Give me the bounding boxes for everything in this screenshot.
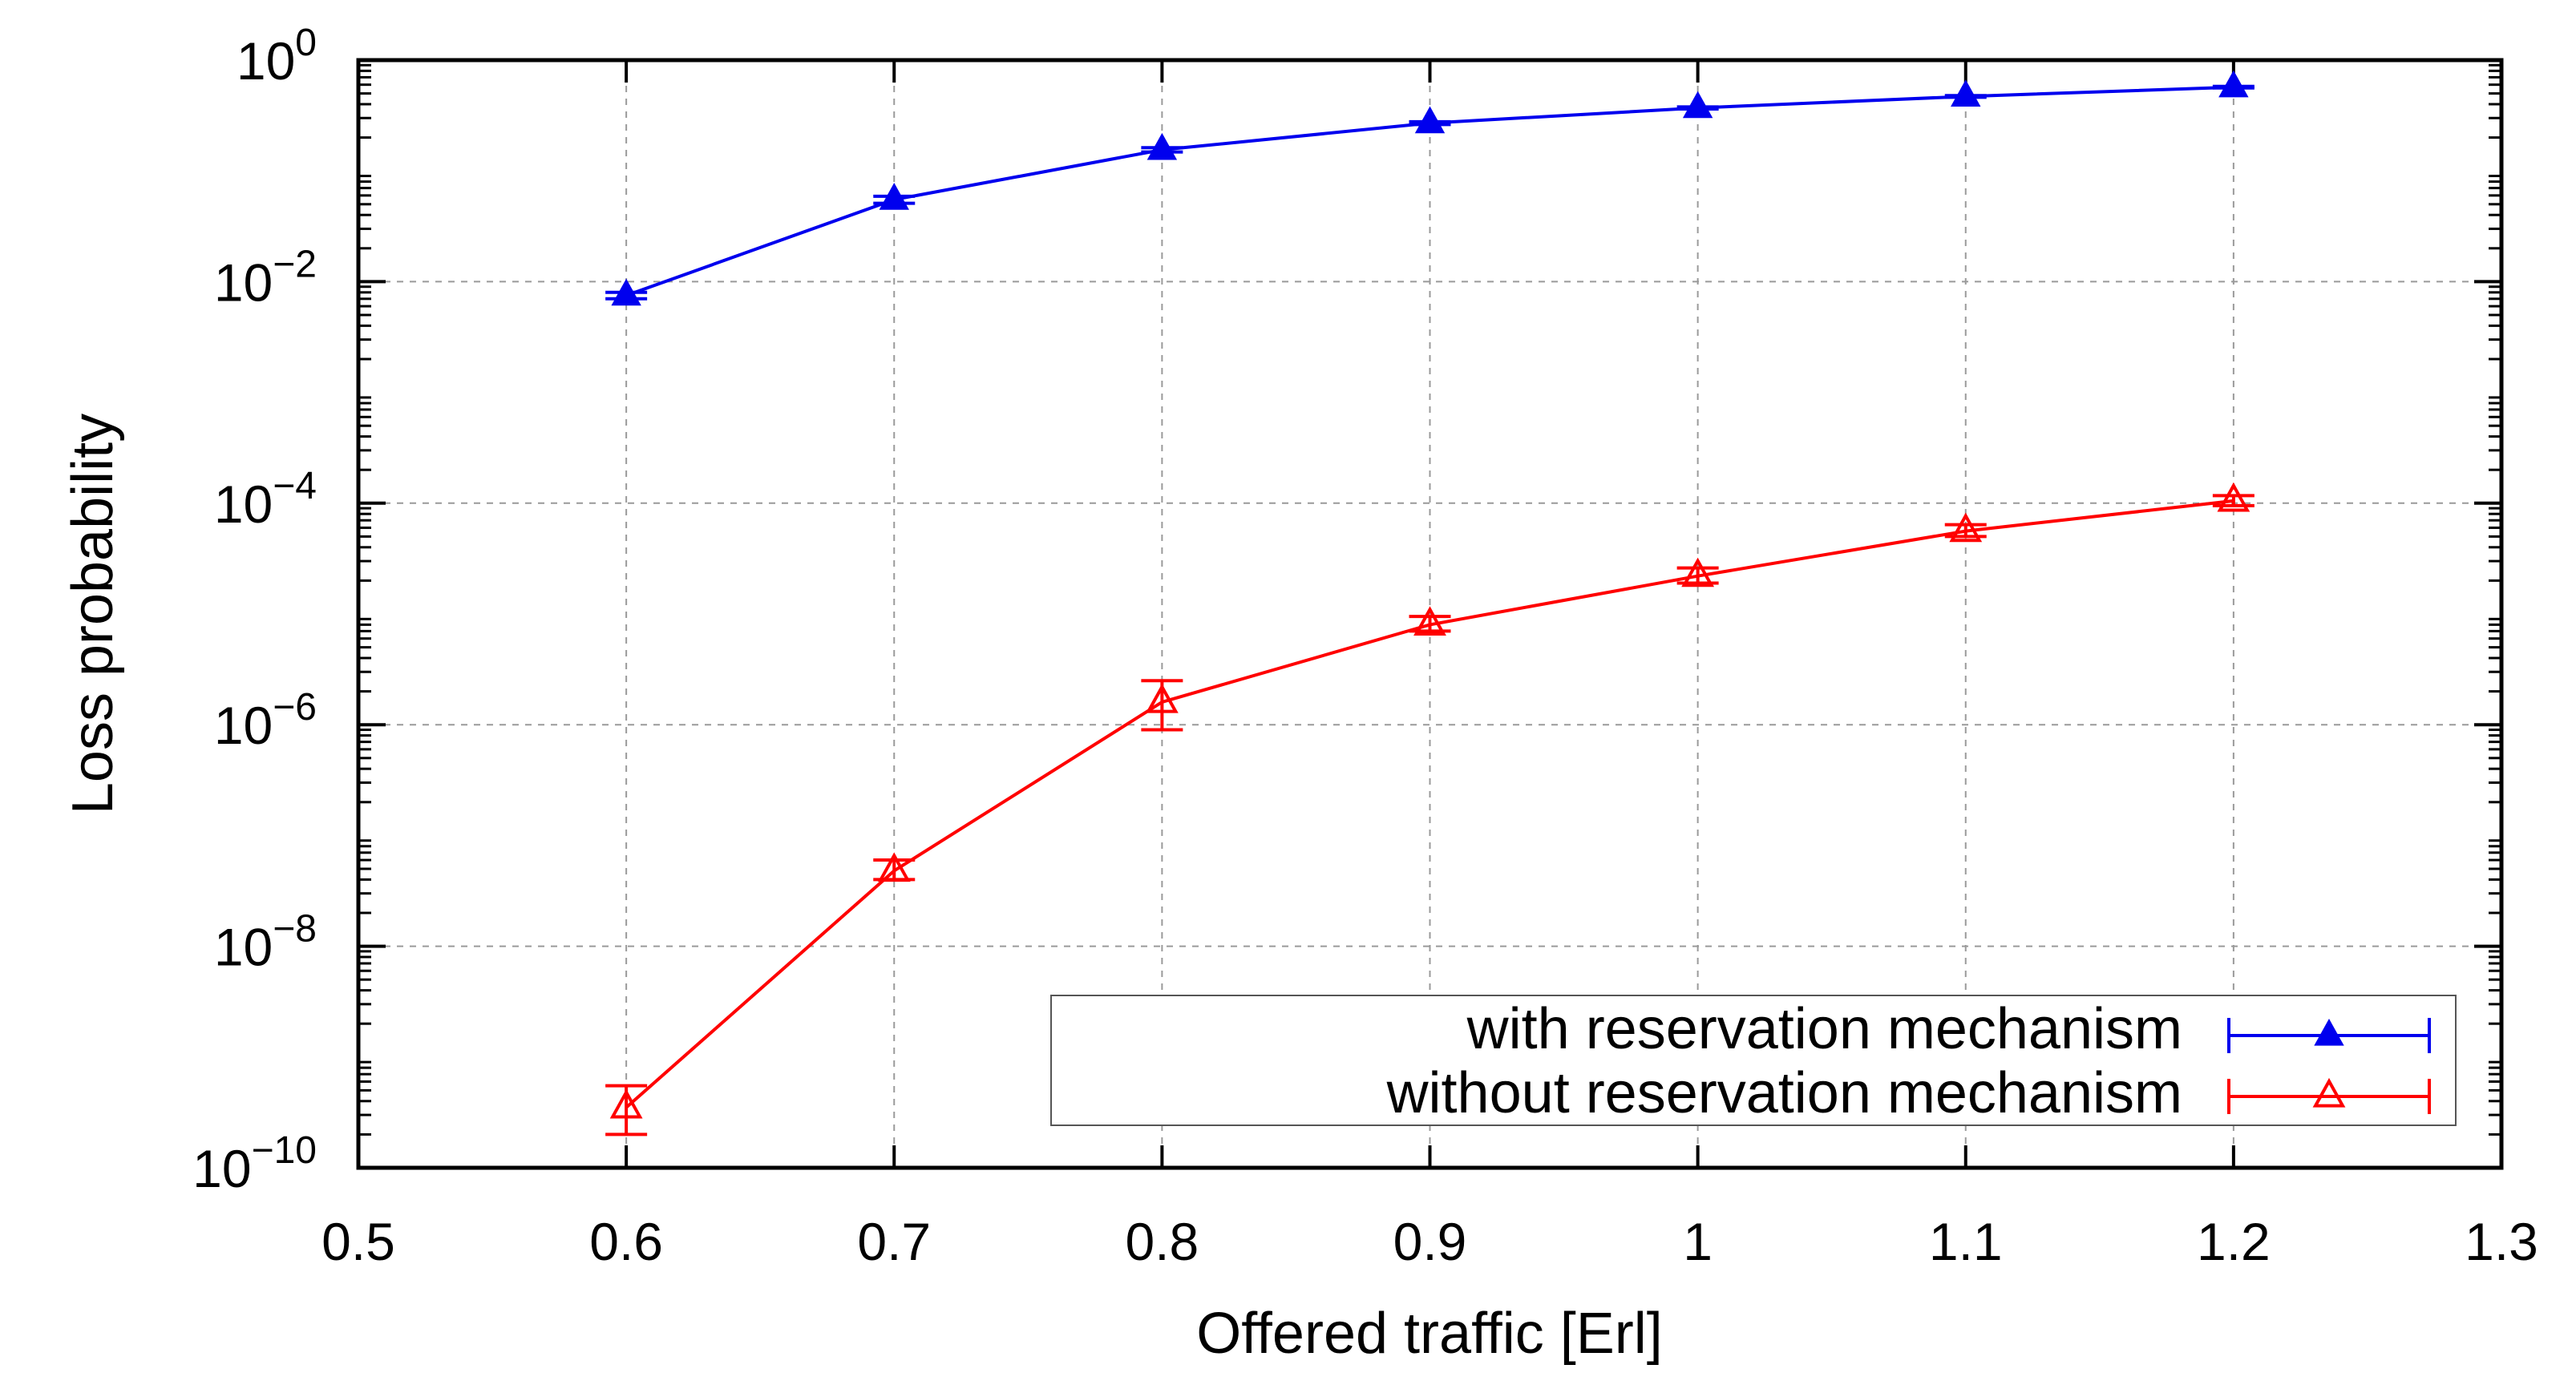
x-tick-label: 0.5 xyxy=(321,1212,395,1271)
legend: with reservation mechanism without reser… xyxy=(1050,995,2457,1126)
data-point xyxy=(1146,132,1178,160)
data-point xyxy=(1682,91,1713,119)
data-point xyxy=(1413,606,1446,636)
legend-sample-with-reservation xyxy=(2227,1018,2431,1053)
error-bar xyxy=(1676,566,1719,585)
y-tick-label: 10−10 xyxy=(192,1129,317,1198)
data-point xyxy=(879,183,909,210)
data-point xyxy=(1681,557,1715,587)
x-tick-label: 1.3 xyxy=(2465,1212,2538,1271)
legend-label-with-reservation: with reservation mechanism xyxy=(1466,997,2182,1061)
series-with-reservation xyxy=(605,70,2255,306)
legend-box xyxy=(1050,995,2457,1126)
legend-sample-without-reservation xyxy=(2227,1077,2431,1114)
grid xyxy=(358,60,2501,1168)
x-axis-title: Offered traffic [Erl] xyxy=(1196,1302,1663,1366)
minor-ticks xyxy=(358,63,2501,1136)
y-tick-label: 10−8 xyxy=(214,908,317,977)
data-point xyxy=(1951,79,1981,107)
series-layer xyxy=(605,70,2255,1137)
data-point xyxy=(1145,683,1179,713)
y-tick-label: 10−4 xyxy=(214,465,317,534)
data-point xyxy=(611,278,641,306)
data-point xyxy=(2218,70,2249,98)
data-point xyxy=(1414,106,1446,134)
y-tick-label: 10−6 xyxy=(214,686,317,755)
legend-label-without-reservation: without reservation mechanism xyxy=(1386,1061,2182,1125)
x-tick-label: 0.7 xyxy=(857,1212,931,1271)
plot-frame xyxy=(356,58,2504,1170)
y-tick-label: 10−2 xyxy=(214,243,317,312)
error-bar xyxy=(2212,494,2255,507)
x-tick-label: 0.8 xyxy=(1126,1212,1199,1271)
y-tick-labels: 100 10−2 10−4 10−6 10−8 10−10 xyxy=(192,22,317,1198)
x-tick-label: 1.2 xyxy=(2197,1212,2271,1271)
series-without-reservation xyxy=(605,482,2255,1137)
x-tick-label: 1.1 xyxy=(1929,1212,2003,1271)
error-bar xyxy=(1409,615,1451,633)
error-bar xyxy=(1944,523,1987,539)
data-point xyxy=(2217,482,2250,512)
x-tick-labels: 0.5 0.6 0.7 0.8 0.9 1 1.1 1.2 1.3 xyxy=(321,1212,2538,1271)
legend-marker xyxy=(2314,1018,2344,1046)
data-point xyxy=(1949,512,1983,543)
y-tick-label: 100 xyxy=(237,22,317,91)
x-tick-label: 0.9 xyxy=(1393,1212,1467,1271)
y-axis-title: Loss probability xyxy=(61,414,125,814)
data-point xyxy=(609,1088,643,1119)
x-tick-label: 1 xyxy=(1683,1212,1713,1271)
legend-marker xyxy=(2312,1077,2346,1108)
x-tick-label: 0.6 xyxy=(589,1212,663,1271)
data-point xyxy=(877,852,911,882)
